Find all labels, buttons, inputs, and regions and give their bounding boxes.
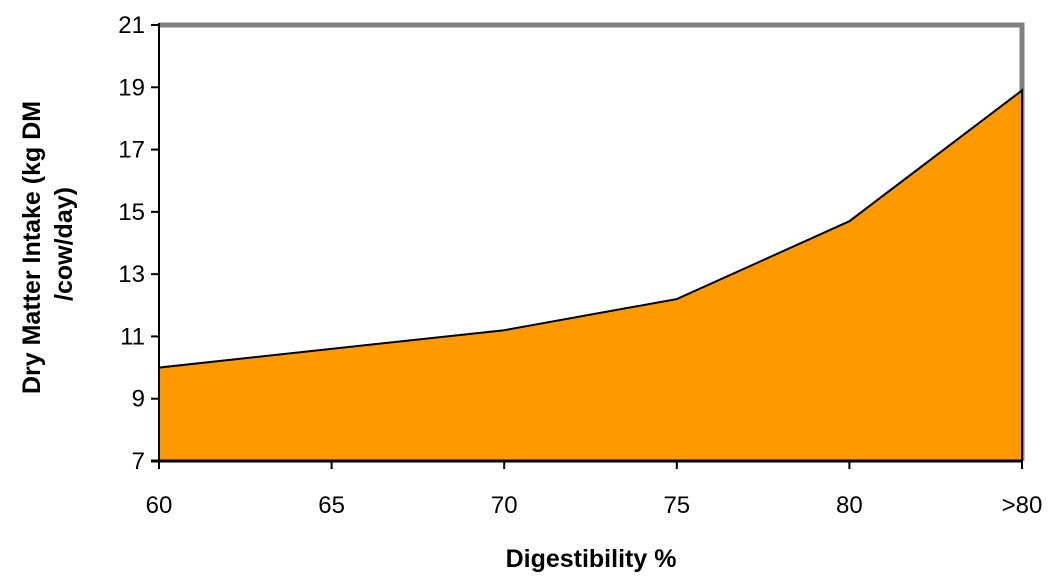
y-tick-label: 21 (118, 12, 145, 39)
x-tick-label: 70 (491, 492, 518, 519)
y-tick-label: 13 (118, 261, 145, 288)
y-tick-label: 11 (120, 323, 145, 350)
y-axis-title-line-2: /cow/day) (50, 187, 78, 301)
axes (151, 23, 1023, 469)
y-tick-label: 7 (132, 448, 145, 475)
area-series-fill (158, 88, 1023, 462)
x-tick-label: 80 (836, 492, 863, 519)
x-axis-title: Digestibility % (506, 545, 677, 573)
y-axis-title: Dry Matter Intake (kg DM /cow/day) (18, 94, 78, 394)
y-tick-label: 15 (118, 199, 145, 226)
y-tick-label: 19 (118, 74, 145, 101)
data-area (158, 88, 1023, 462)
x-tick-label: 75 (663, 492, 690, 519)
x-tick-label: >80 (1002, 492, 1043, 519)
x-tick-label: 60 (146, 492, 173, 519)
x-axis-tick-labels: 60 65 70 75 80 >80 (146, 492, 1043, 519)
y-axis-tick-labels: 7 9 11 13 15 17 19 21 (118, 12, 145, 475)
y-axis-title-line-1: Dry Matter Intake (kg DM (18, 101, 46, 394)
y-tick-label: 9 (132, 386, 145, 413)
y-tick-label: 17 (118, 137, 145, 164)
x-tick-label: 65 (318, 492, 345, 519)
